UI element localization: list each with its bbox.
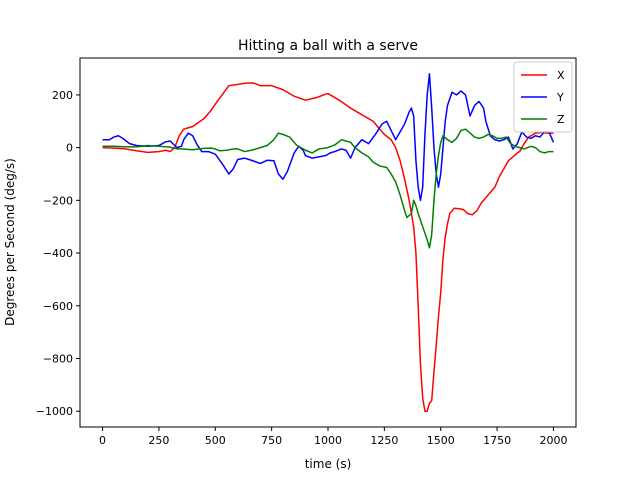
x-axis: 0 250 500 750 1000 1250 1500 1750 2000 — [99, 427, 567, 447]
y-tick-label: −600 — [43, 300, 73, 313]
legend: XYZ — [513, 61, 573, 133]
x-tick-label: 250 — [148, 434, 169, 447]
x-tick-label: 1000 — [314, 434, 342, 447]
y-tick-label: 200 — [52, 89, 73, 102]
x-tick-label: 1500 — [427, 434, 455, 447]
x-tick-label: 1250 — [370, 434, 398, 447]
y-axis-label: Degrees per Second (deg/s) — [3, 158, 17, 326]
series-line-y — [102, 73, 555, 202]
y-tick-label: −200 — [43, 194, 73, 207]
x-tick-label: 500 — [205, 434, 226, 447]
x-tick-label: 2000 — [539, 434, 567, 447]
plot-area-frame — [79, 57, 577, 428]
series-layer — [102, 73, 555, 412]
x-tick-label: 1750 — [483, 434, 511, 447]
legend-label-x: X — [557, 69, 565, 82]
x-tick-label: 750 — [261, 434, 282, 447]
x-tick-label: 0 — [99, 434, 106, 447]
chart-title: Hitting a ball with a serve — [238, 38, 418, 54]
y-tick-label: −800 — [43, 352, 73, 365]
y-tick-label: 0 — [66, 142, 73, 155]
y-axis: −1000 −800 −600 −400 −200 0 200 — [36, 89, 80, 418]
series-line-x — [102, 82, 554, 412]
y-tick-label: −1000 — [36, 405, 73, 418]
x-axis-label: time (s) — [305, 457, 352, 471]
series-line-z — [102, 128, 554, 249]
legend-label-y: Y — [556, 91, 564, 104]
legend-label-z: Z — [557, 113, 565, 126]
y-tick-label: −400 — [43, 247, 73, 260]
